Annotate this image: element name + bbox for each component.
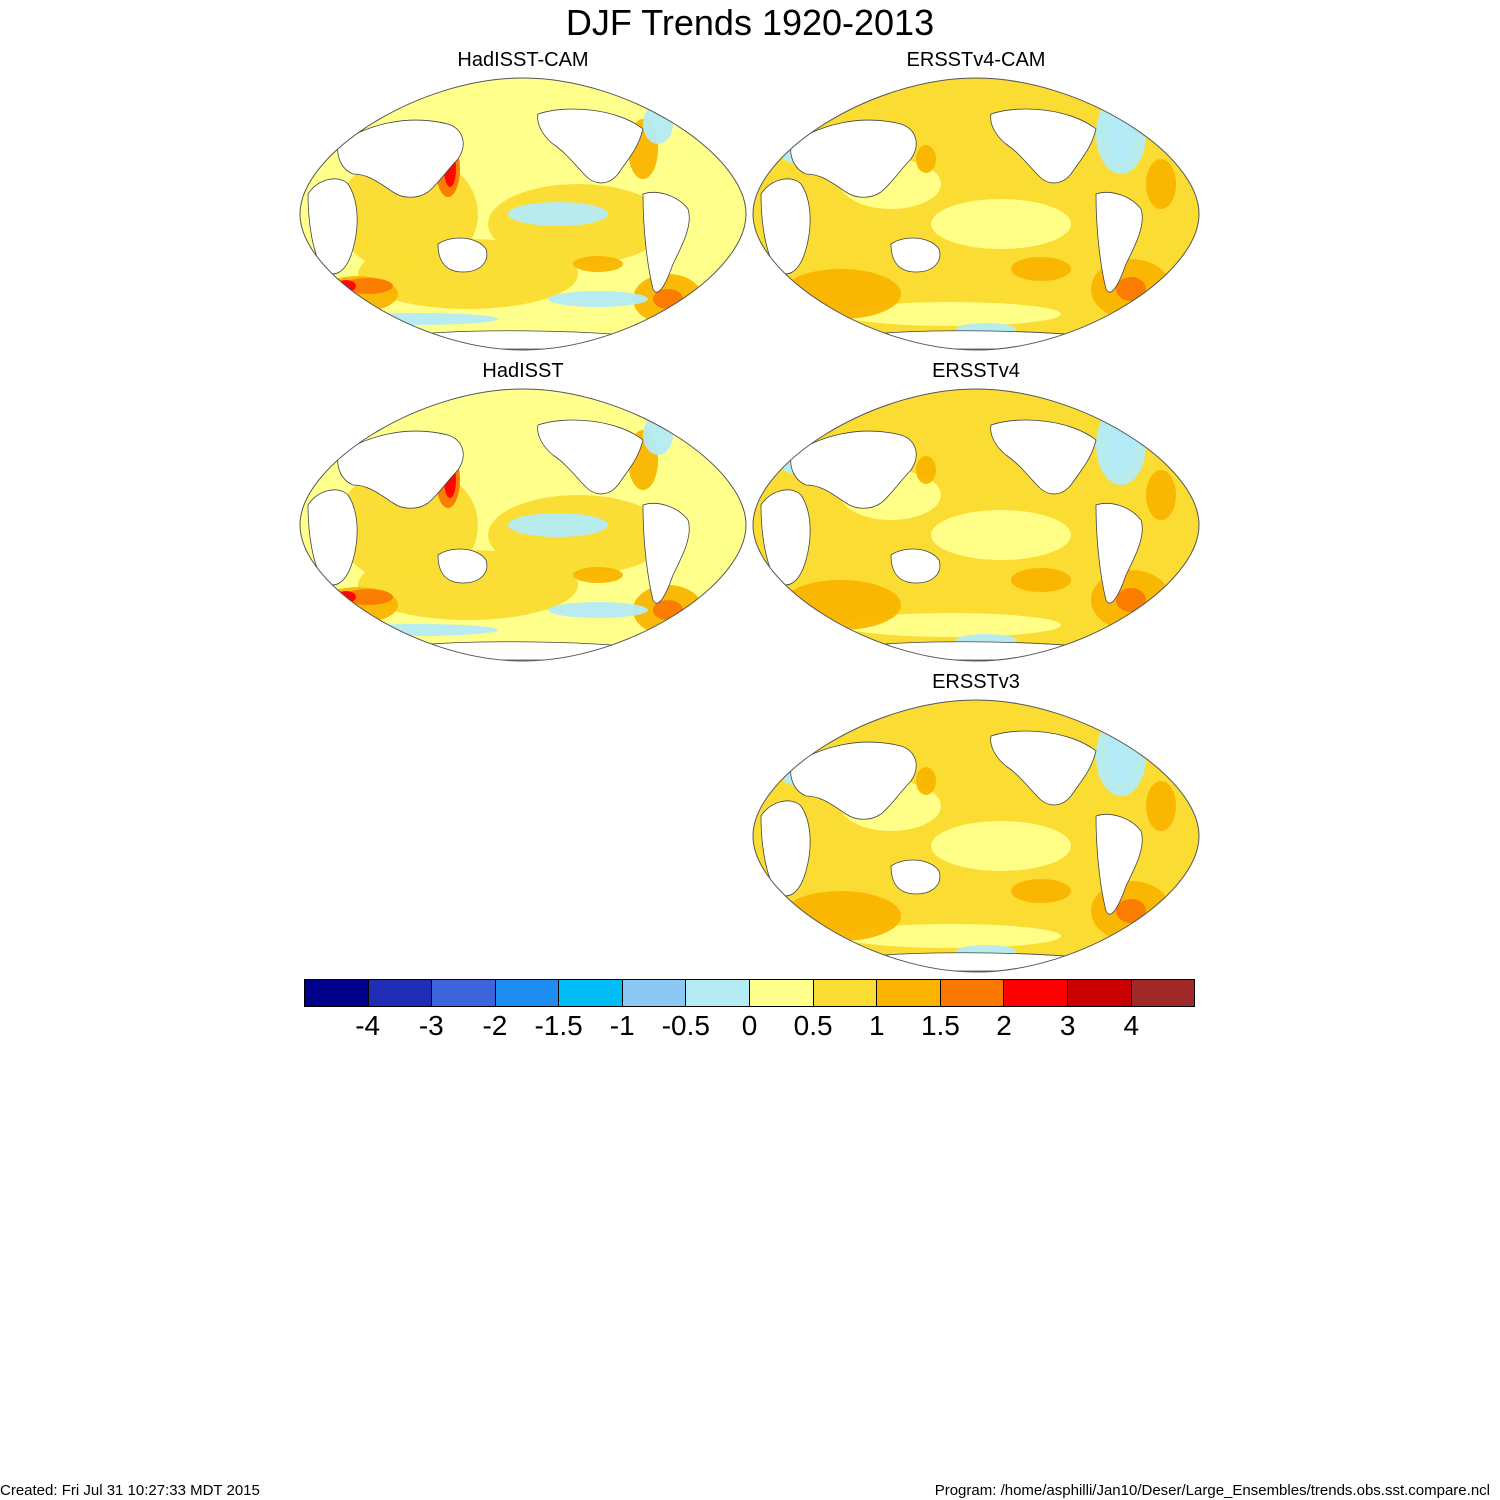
colorbar-tick-label: 2 [996, 1010, 1012, 1041]
figure-title: DJF Trends 1920-2013 [565, 2, 935, 43]
colorbar-tick-label: 1 [868, 1010, 885, 1041]
map-panel-ersstv3 [751, 696, 1201, 976]
colorbar [304, 979, 1195, 1007]
colorbar-labels: -4 -3 -2 -1.5 -1 -0.5 0 0.5 1 1.5 2 3 4 [304, 1010, 1195, 1044]
panel-title-hadisst: HadISST [482, 360, 564, 382]
colorbar-tick-label: 0 [741, 1010, 758, 1041]
colorbar-tick-label: 0.5 [793, 1010, 833, 1041]
colorbar-tick-label: -1.5 [534, 1010, 583, 1041]
colorbar-box [1067, 980, 1132, 1006]
colorbar-tick-label: -2 [482, 1010, 508, 1041]
colorbar-box [432, 980, 496, 1006]
colorbar-tick-label: 3 [1059, 1010, 1076, 1041]
map-panel-ersstv4-cam [751, 74, 1201, 354]
panel-title-hadisst-cam: HadISST-CAM [457, 49, 589, 71]
panel-title-ersstv3: ERSSTv3 [932, 671, 1020, 693]
colorbar-box [559, 980, 623, 1006]
map-panel-hadisst [298, 385, 748, 665]
colorbar-tick-label: -3 [418, 1010, 444, 1041]
panel-title-ersstv4-cam: ERSSTv4-CAM [906, 49, 1046, 71]
program-path: Program: /home/asphilli/Jan10/Deser/Larg… [934, 1482, 1490, 1499]
map-panel-ersstv4 [751, 385, 1201, 665]
colorbar-tick-label: -0.5 [661, 1010, 710, 1041]
colorbar-box [813, 980, 878, 1006]
colorbar-box [622, 980, 687, 1006]
panel-title-ersstv4: ERSSTv4 [932, 360, 1020, 382]
colorbar-box [877, 980, 941, 1006]
colorbar-box [1131, 980, 1195, 1006]
colorbar-tick-label: -1 [609, 1010, 635, 1041]
colorbar-box [368, 980, 433, 1006]
colorbar-box [495, 980, 560, 1006]
colorbar-tick-label: 1.5 [920, 1010, 960, 1041]
colorbar-box [940, 980, 1005, 1006]
map-panel-hadisst-cam [298, 74, 748, 354]
colorbar-box [686, 980, 751, 1006]
created-timestamp: Created: Fri Jul 31 10:27:33 MDT 2015 [0, 1482, 260, 1499]
colorbar-tick-label: 4 [1123, 1010, 1140, 1041]
colorbar-box [750, 980, 814, 1006]
colorbar-box [305, 980, 369, 1006]
colorbar-box [1004, 980, 1068, 1006]
colorbar-tick-label: -4 [355, 1010, 381, 1041]
